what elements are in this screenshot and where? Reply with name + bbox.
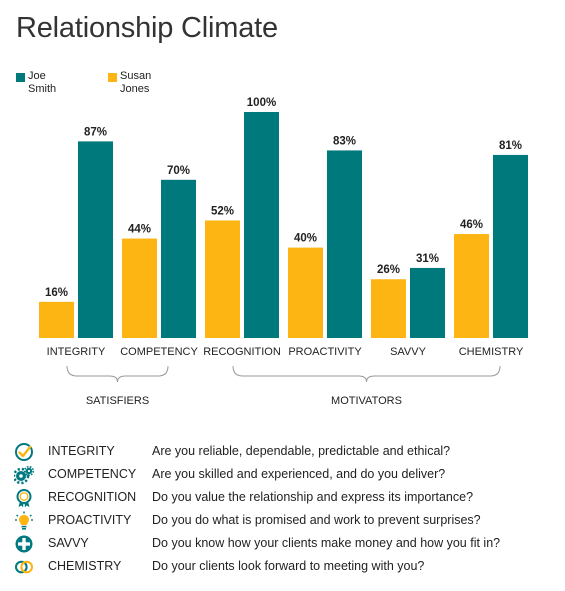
chart-title: Relationship Climate [16,12,278,44]
definition-question: Do you know how your clients make money … [152,536,501,550]
definition-term: COMPETENCY [48,467,137,481]
bar-value-label: 31% [416,253,439,265]
group-label: MOTIVATORS [331,395,402,407]
bar-value-label: 40% [294,233,317,245]
bar-value-label: 81% [499,140,522,152]
bar [244,112,279,338]
definition-term: RECOGNITION [48,490,137,504]
bar-value-label: 44% [128,224,151,236]
lightbulb-icon [15,511,33,530]
legend-swatch-susan [108,73,117,82]
definition-term: SAVVY [48,536,89,550]
bar [288,247,323,338]
bar-value-label: 70% [167,165,190,177]
bar [454,234,489,338]
check-circle-icon [15,443,33,461]
plus-circle-icon [15,535,33,553]
definition-question: Do you value the relationship and expres… [152,490,474,504]
definition-question: Do you do what is promised and work to p… [152,513,481,527]
definition-row-recognition: RECOGNITION Do you value the relationshi… [14,486,554,508]
definition-row-proactivity: PROACTIVITY Do you do what is promised a… [14,509,554,531]
bar [39,301,74,338]
bar [205,220,240,338]
linked-rings-icon [15,560,33,574]
category-label: SAVVY [390,346,427,358]
bar [161,179,196,338]
bar [371,279,406,338]
definition-question: Are you reliable, dependable, predictabl… [152,444,451,458]
bar [493,154,528,338]
definition-term: CHEMISTRY [48,559,122,573]
definition-term: INTEGRITY [48,444,115,458]
bar-value-label: 83% [333,135,356,147]
legend-label-susan: Susan Jones [120,70,152,95]
gears-icon [14,465,34,485]
group-bracket [66,365,169,383]
definition-question: Are you skilled and experienced, and do … [152,467,446,481]
category-label: RECOGNITION [203,346,281,358]
bar [122,238,157,338]
category-label: PROACTIVITY [288,346,362,358]
bar-chart: 16% 87% INTEGRITY 44% 70% COMPETENCY 52% 100% RE… [39,97,528,407]
definition-row-savvy: SAVVY Do you know how your clients make … [14,532,554,554]
definition-row-integrity: INTEGRITY Are you reliable, dependable, … [14,440,554,462]
bar [410,267,445,338]
legend-swatch-joe [16,73,25,82]
bar-value-label: 87% [84,126,107,138]
category-label: COMPETENCY [120,346,198,358]
ribbon-icon [16,489,32,508]
definition-term: PROACTIVITY [48,513,132,527]
definition-question: Do your clients look forward to meeting … [152,559,425,573]
definition-row-chemistry: CHEMISTRY Do your clients look forward t… [14,555,554,577]
category-label: CHEMISTRY [459,346,524,358]
bar [327,150,362,338]
bar-value-label: 26% [377,264,400,276]
bar-value-label: 100% [247,97,276,109]
bar-value-label: 46% [460,219,483,231]
group-bracket [232,365,501,383]
legend-label-joe: Joe Smith [28,70,57,95]
bar-value-label: 52% [211,205,234,217]
bar [78,141,113,338]
definition-row-competency: COMPETENCY Are you skilled and experienc… [14,463,554,485]
bar-value-label: 16% [45,287,68,299]
category-label: INTEGRITY [47,346,106,358]
group-label: SATISFIERS [86,395,149,407]
